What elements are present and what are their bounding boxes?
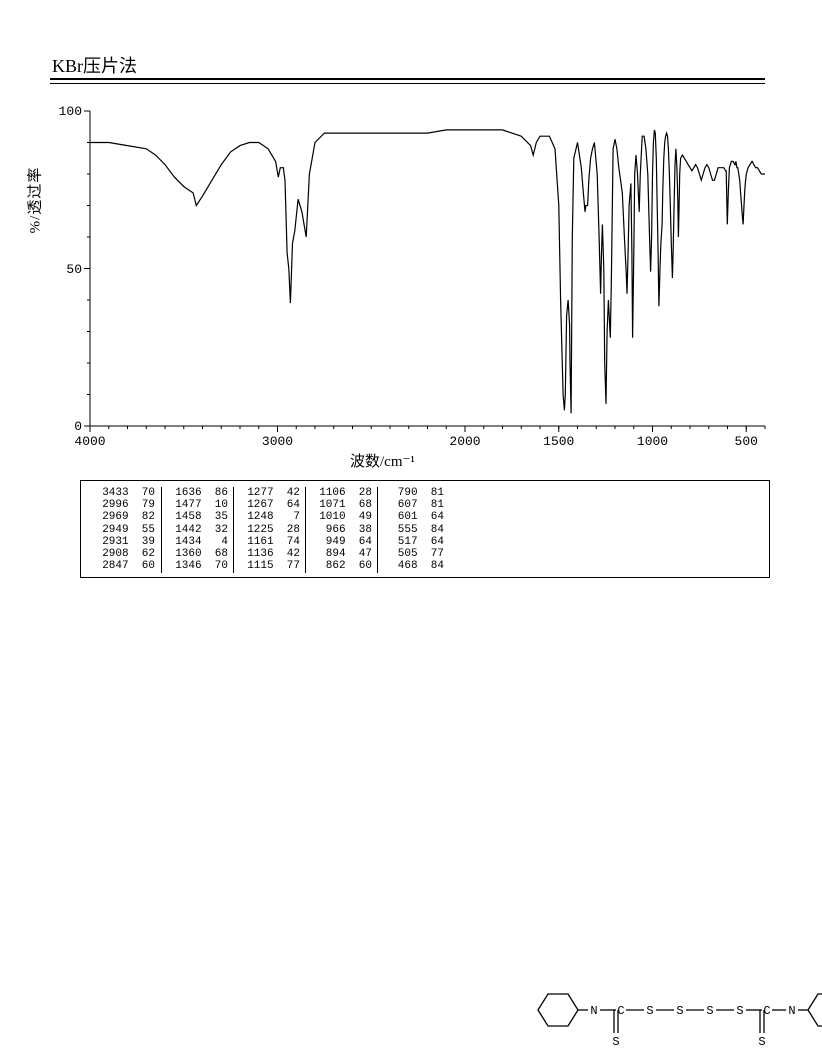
x-tick: 500: [721, 434, 771, 449]
peak-entry: 1277 42: [234, 487, 305, 499]
peak-entry: 1636 86: [162, 487, 233, 499]
peak-entry: 1267 64: [234, 499, 305, 511]
x-axis-label: 波数/cm⁻¹: [350, 450, 415, 471]
peak-entry: 1458 35: [162, 511, 233, 523]
peak-entry: 1442 32: [162, 524, 233, 536]
peak-entry: 517 64: [378, 536, 449, 548]
atom-S4: S: [736, 1004, 743, 1018]
atom-S3: S: [706, 1004, 713, 1018]
y-tick: 50: [52, 262, 82, 277]
peak-entry: 505 77: [378, 548, 449, 560]
peak-entry: 1248 7: [234, 511, 305, 523]
title-divider-thin: [50, 83, 765, 84]
y-tick: 100: [52, 104, 82, 119]
x-tick: 4000: [65, 434, 115, 449]
peak-column: 790 81 607 81 601 64 555 84 517 64 505 7…: [377, 487, 449, 573]
atom-C2: C: [763, 1004, 770, 1018]
peak-data-box: 3433 70 2996 79 2969 82 2949 55 2931 39 …: [80, 480, 770, 578]
peak-entry: 966 38: [306, 524, 377, 536]
page-title: KBr压片法: [52, 52, 137, 78]
peak-entry: 1136 42: [234, 548, 305, 560]
peak-entry: 607 81: [378, 499, 449, 511]
peak-entry: 601 64: [378, 511, 449, 523]
x-tick: 1000: [628, 434, 678, 449]
peak-entry: 555 84: [378, 524, 449, 536]
peak-entry: 1225 28: [234, 524, 305, 536]
peak-entry: 1477 10: [162, 499, 233, 511]
peak-entry: 1360 68: [162, 548, 233, 560]
peak-entry: 2931 39: [89, 536, 161, 548]
chart-svg: [80, 106, 770, 446]
atom-S-thio2: S: [758, 1035, 765, 1049]
atom-S1: S: [646, 1004, 653, 1018]
peak-column: 1277 42 1267 64 1248 7 1225 28 1161 74 1…: [233, 487, 305, 573]
peak-entry: 894 47: [306, 548, 377, 560]
peak-entry: 468 84: [378, 560, 449, 572]
molecule-structure: N C S S S S S C S N: [526, 961, 822, 1059]
peak-entry: 3433 70: [89, 487, 161, 499]
peak-entry: 1434 4: [162, 536, 233, 548]
peak-column: 1636 86 1477 10 1458 35 1442 32 1434 4 1…: [161, 487, 233, 573]
peak-entry: 2949 55: [89, 524, 161, 536]
peak-entry: 1115 77: [234, 560, 305, 572]
peak-entry: 2996 79: [89, 499, 161, 511]
x-tick: 1500: [534, 434, 584, 449]
atom-S2: S: [676, 1004, 683, 1018]
peak-entry: 2847 60: [89, 560, 161, 572]
y-tick: 0: [52, 419, 82, 434]
atom-C1: C: [617, 1004, 624, 1018]
atom-S-thio1: S: [612, 1035, 619, 1049]
peak-column: 3433 70 2996 79 2969 82 2949 55 2931 39 …: [89, 487, 161, 573]
peak-entry: 1106 28: [306, 487, 377, 499]
molecule-svg: N C S S S S S C S N: [526, 961, 822, 1059]
peak-entry: 1161 74: [234, 536, 305, 548]
y-axis-label: %/透过率: [24, 167, 45, 234]
peak-entry: 790 81: [378, 487, 449, 499]
peak-entry: 1010 49: [306, 511, 377, 523]
peak-entry: 949 64: [306, 536, 377, 548]
peak-entry: 2969 82: [89, 511, 161, 523]
atom-N1: N: [590, 1004, 597, 1018]
peak-column: 1106 28 1071 68 1010 49 966 38 949 64 89…: [305, 487, 377, 573]
peak-entry: 1071 68: [306, 499, 377, 511]
atom-N2: N: [788, 1004, 795, 1018]
peak-entry: 1346 70: [162, 560, 233, 572]
peak-entry: 2908 62: [89, 548, 161, 560]
peak-entry: 862 60: [306, 560, 377, 572]
x-tick: 2000: [440, 434, 490, 449]
x-tick: 3000: [253, 434, 303, 449]
spectrum-chart: [80, 106, 770, 446]
title-divider-thick: [50, 78, 765, 80]
